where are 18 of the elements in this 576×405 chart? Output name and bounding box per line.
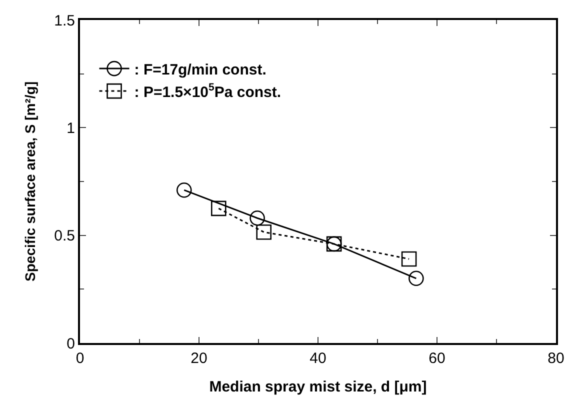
- point: [176, 182, 192, 198]
- point: [401, 251, 417, 267]
- legend-label: : F=17g/min const.: [134, 61, 266, 78]
- point: [210, 200, 226, 216]
- y-axis-title: Specific surface area, S [m²/g]: [22, 82, 38, 282]
- x-tick-label: 80: [548, 350, 564, 367]
- x-tick-label: 20: [190, 350, 208, 367]
- y-tick-label: 1.5: [54, 12, 75, 30]
- x-tick-label: 40: [310, 350, 326, 367]
- x-tick-label: 60: [428, 350, 446, 367]
- legend-label: : P=1.5×10$^{5}$Pa const.: [134, 82, 282, 101]
- point: [408, 270, 424, 286]
- y-tick-label: 1: [66, 120, 75, 137]
- point: [256, 224, 272, 240]
- point: [250, 210, 265, 226]
- y-tick-label: 0.5: [54, 228, 75, 245]
- y-tick-label: 0: [66, 335, 75, 352]
- x-axis-title: Median spray mist size, d [μm]: [209, 378, 427, 396]
